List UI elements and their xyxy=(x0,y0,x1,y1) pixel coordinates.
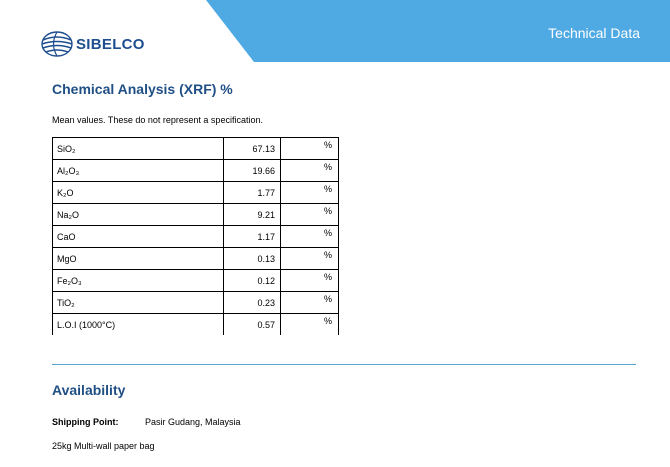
compound-cell: TiO₂ xyxy=(52,291,224,314)
sibelco-logo: SIBELCO xyxy=(40,30,145,58)
table-row: K₂O 1.77% xyxy=(52,181,339,204)
globe-icon xyxy=(41,31,73,57)
shipping-point-row: Shipping Point: Pasir Gudang, Malaysia xyxy=(52,417,241,427)
compound-cell: L.O.I (1000°C) xyxy=(52,313,224,335)
shipping-point-value: Pasir Gudang, Malaysia xyxy=(145,417,241,427)
compound-cell: Fe₂O₃ xyxy=(52,269,224,292)
unit-cell: % xyxy=(280,247,339,270)
unit-cell: % xyxy=(280,159,339,182)
value-cell: 0.13 xyxy=(223,247,281,270)
unit-cell: % xyxy=(280,313,339,335)
value-cell: 0.57 xyxy=(223,313,281,335)
document-type-title: Technical Data xyxy=(548,25,640,41)
unit-cell: % xyxy=(280,225,339,248)
compound-cell: K₂O xyxy=(52,181,224,204)
table-row: CaO 1.17% xyxy=(52,225,339,248)
table-row: Fe₂O₃ 0.12% xyxy=(52,269,339,292)
chemical-analysis-intro: Mean values. These do not represent a sp… xyxy=(52,115,263,125)
value-cell: 0.23 xyxy=(223,291,281,314)
value-cell: 1.17 xyxy=(223,225,281,248)
value-cell: 67.13 xyxy=(223,137,281,160)
header-banner: Technical Data SIBELCO xyxy=(0,0,670,62)
xrf-table: SiO₂ 67.13% Al₂O₃ 19.66% K₂O 1.77% Na₂O 9.21% Ca… xyxy=(52,137,339,335)
availability-heading: Availability xyxy=(52,382,126,398)
unit-cell: % xyxy=(280,137,339,160)
brand-name: SIBELCO xyxy=(76,35,145,53)
value-cell: 1.77 xyxy=(223,181,281,204)
value-cell: 19.66 xyxy=(223,159,281,182)
header-accent-band xyxy=(206,0,670,62)
table-row: SiO₂ 67.13% xyxy=(52,137,339,160)
compound-cell: Na₂O xyxy=(52,203,224,226)
section-divider xyxy=(52,364,636,365)
compound-cell: SiO₂ xyxy=(52,137,224,160)
packaging-info: 25kg Multi-wall paper bag xyxy=(52,441,155,451)
table-row: MgO 0.13% xyxy=(52,247,339,270)
compound-cell: CaO xyxy=(52,225,224,248)
shipping-point-label: Shipping Point: xyxy=(52,417,119,427)
value-cell: 9.21 xyxy=(223,203,281,226)
unit-cell: % xyxy=(280,269,339,292)
compound-cell: MgO xyxy=(52,247,224,270)
compound-cell: Al₂O₃ xyxy=(52,159,224,182)
chemical-analysis-heading: Chemical Analysis (XRF) % xyxy=(52,81,233,97)
unit-cell: % xyxy=(280,181,339,204)
table-row: Na₂O 9.21% xyxy=(52,203,339,226)
value-cell: 0.12 xyxy=(223,269,281,292)
unit-cell: % xyxy=(280,291,339,314)
table-row: L.O.I (1000°C) 0.57% xyxy=(52,313,339,335)
table-row: Al₂O₃ 19.66% xyxy=(52,159,339,182)
unit-cell: % xyxy=(280,203,339,226)
table-row: TiO₂ 0.23% xyxy=(52,291,339,314)
